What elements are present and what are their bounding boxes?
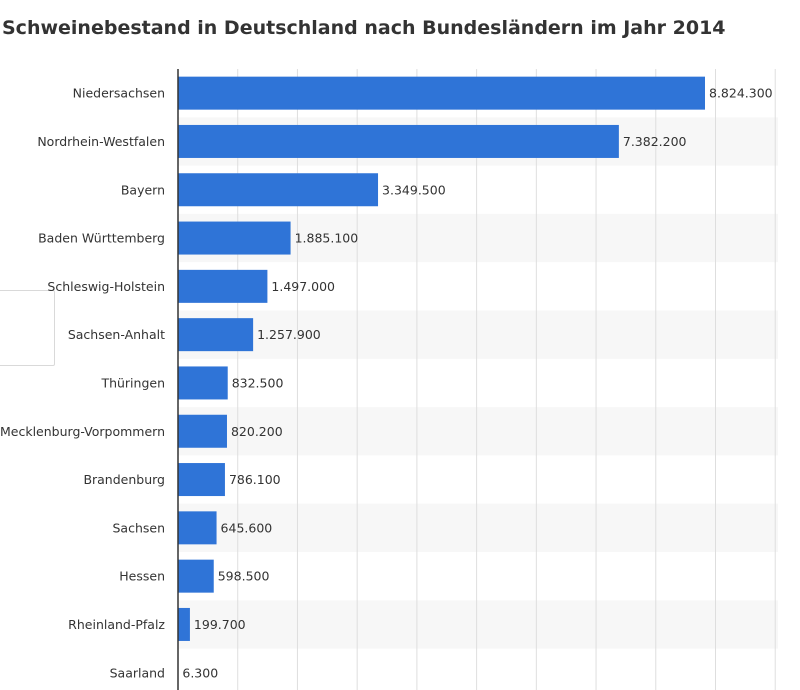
bar	[178, 269, 268, 303]
row-band	[178, 310, 778, 359]
bar	[178, 607, 190, 641]
bar	[178, 124, 619, 158]
side-panel-box	[0, 290, 55, 366]
category-label: Brandenburg	[83, 472, 165, 487]
value-label: 199.700	[194, 617, 246, 632]
bar	[178, 221, 291, 255]
chart-title: Schweinebestand in Deutschland nach Bund…	[2, 17, 726, 39]
bar	[178, 366, 228, 400]
bar	[178, 414, 227, 448]
category-label: Rheinland-Pfalz	[68, 617, 165, 632]
value-label: 1.497.000	[271, 279, 335, 294]
bar	[178, 463, 225, 497]
value-label: 7.382.200	[623, 134, 687, 149]
value-label: 820.200	[231, 424, 283, 439]
category-label: Saarland	[110, 665, 165, 680]
row-band	[178, 503, 778, 552]
row-band	[178, 407, 778, 456]
bar	[178, 511, 217, 545]
value-label: 8.824.300	[709, 86, 773, 101]
value-label: 598.500	[218, 569, 270, 584]
value-label: 6.300	[182, 665, 218, 680]
category-label: Baden Württemberg	[38, 231, 165, 246]
category-label: Sachsen-Anhalt	[68, 327, 165, 342]
category-label: Hessen	[119, 569, 165, 584]
category-label: Niedersachsen	[73, 86, 165, 101]
value-label: 786.100	[229, 472, 281, 487]
value-label: 1.885.100	[295, 231, 359, 246]
value-label: 3.349.500	[382, 182, 446, 197]
category-label: Schleswig-Holstein	[47, 279, 165, 294]
category-label: Mecklenburg-Vorpommern	[0, 424, 165, 439]
category-label: Sachsen	[112, 520, 165, 535]
bar	[178, 76, 705, 110]
bar	[178, 559, 214, 593]
value-label: 832.500	[232, 375, 284, 390]
bar	[178, 173, 379, 207]
category-label: Nordrhein-Westfalen	[37, 134, 165, 149]
category-label: Thüringen	[100, 375, 165, 390]
row-band	[178, 600, 778, 649]
value-label: 645.600	[221, 520, 273, 535]
category-label: Bayern	[121, 182, 165, 197]
bar	[178, 318, 254, 352]
value-label: 1.257.900	[257, 327, 321, 342]
